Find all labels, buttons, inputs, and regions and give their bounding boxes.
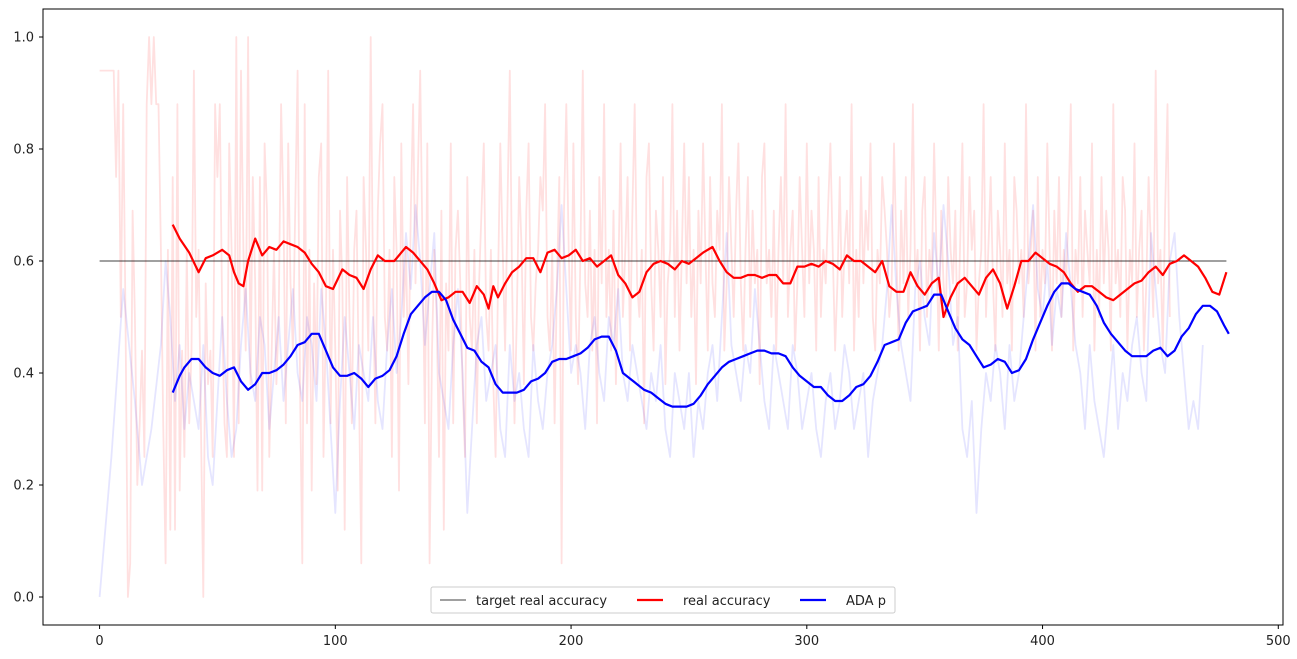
series-line-ada-p: [171, 282, 1230, 408]
legend-label-target: target real accuracy: [476, 594, 607, 609]
legend-label-real-accuracy: real accuracy: [683, 594, 771, 609]
y-axis: 0.0 0.2 0.4 0.6 0.8 1.0: [13, 31, 43, 606]
y-tick-label: 0.6: [13, 255, 34, 270]
legend-label-ada-p: ADA p: [846, 594, 886, 609]
raw-series-line-0: [99, 36, 1171, 598]
raw-series-line-1: [98, 204, 1204, 598]
y-tick-label: 0.4: [13, 367, 34, 382]
y-tick-label: 0.0: [13, 591, 34, 606]
series-layer: [99, 224, 1230, 408]
plot-background: [43, 9, 1283, 625]
y-tick-label: 1.0: [13, 31, 34, 46]
x-tick-label: 0: [95, 634, 103, 649]
plot-frame: [42, 8, 1284, 626]
y-tick-label: 0.2: [13, 479, 34, 494]
y-tick-label: 0.8: [13, 143, 34, 158]
x-tick-label: 300: [794, 634, 819, 649]
x-tick-label: 400: [1030, 634, 1055, 649]
x-tick-label: 200: [559, 634, 584, 649]
series-line-real-accuracy: [171, 224, 1228, 319]
x-axis: 0 100 200 300 400 500: [95, 625, 1291, 649]
raw-series-layer: [98, 36, 1204, 598]
x-tick-label: 500: [1266, 634, 1291, 649]
legend: target real accuracy real accuracy ADA p: [430, 586, 896, 614]
x-tick-label: 100: [323, 634, 348, 649]
